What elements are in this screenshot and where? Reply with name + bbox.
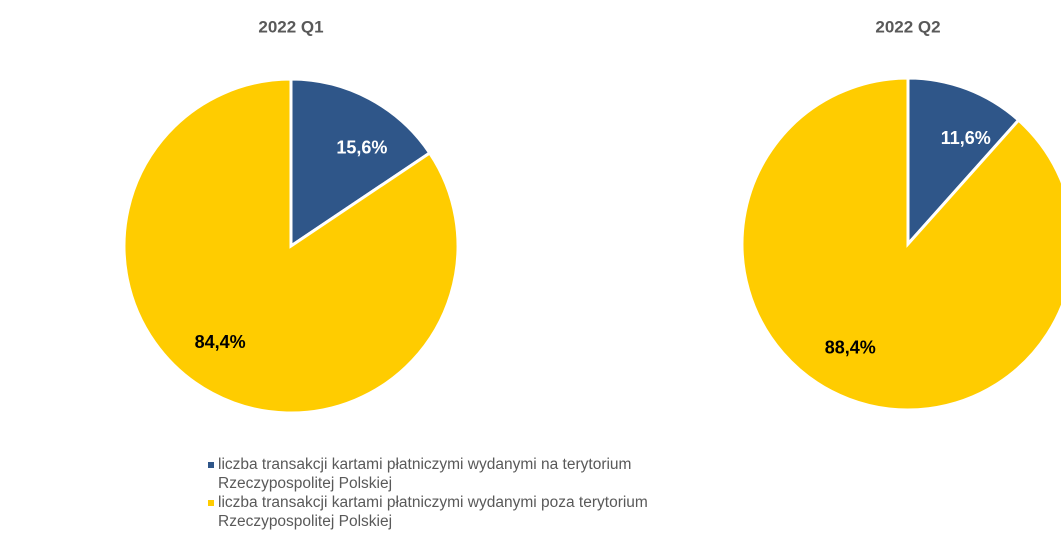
pie-slice [906, 76, 1021, 248]
data-label: 15,6% [336, 138, 387, 158]
legend-swatch [208, 462, 214, 468]
data-label: 88,4% [825, 337, 876, 357]
legend-swatch [208, 500, 214, 506]
pie-slice [122, 77, 460, 415]
legend-label: liczba transakcji kartami płatniczymi wy… [218, 456, 632, 492]
pie-slice [289, 77, 432, 249]
legend: liczba transakcji kartami płatniczymi wy… [208, 455, 678, 531]
legend-item: liczba transakcji kartami płatniczymi wy… [208, 455, 678, 493]
legend-item: liczba transakcji kartami płatniczymi wy… [208, 493, 678, 531]
data-label: 11,6% [941, 128, 991, 148]
chart-title: 2022 Q2 [875, 17, 940, 36]
data-label: 84,4% [195, 332, 246, 352]
legend-label: liczba transakcji kartami płatniczymi wy… [218, 494, 648, 530]
pie-slice [740, 76, 1061, 412]
chart-title: 2022 Q1 [258, 17, 323, 36]
